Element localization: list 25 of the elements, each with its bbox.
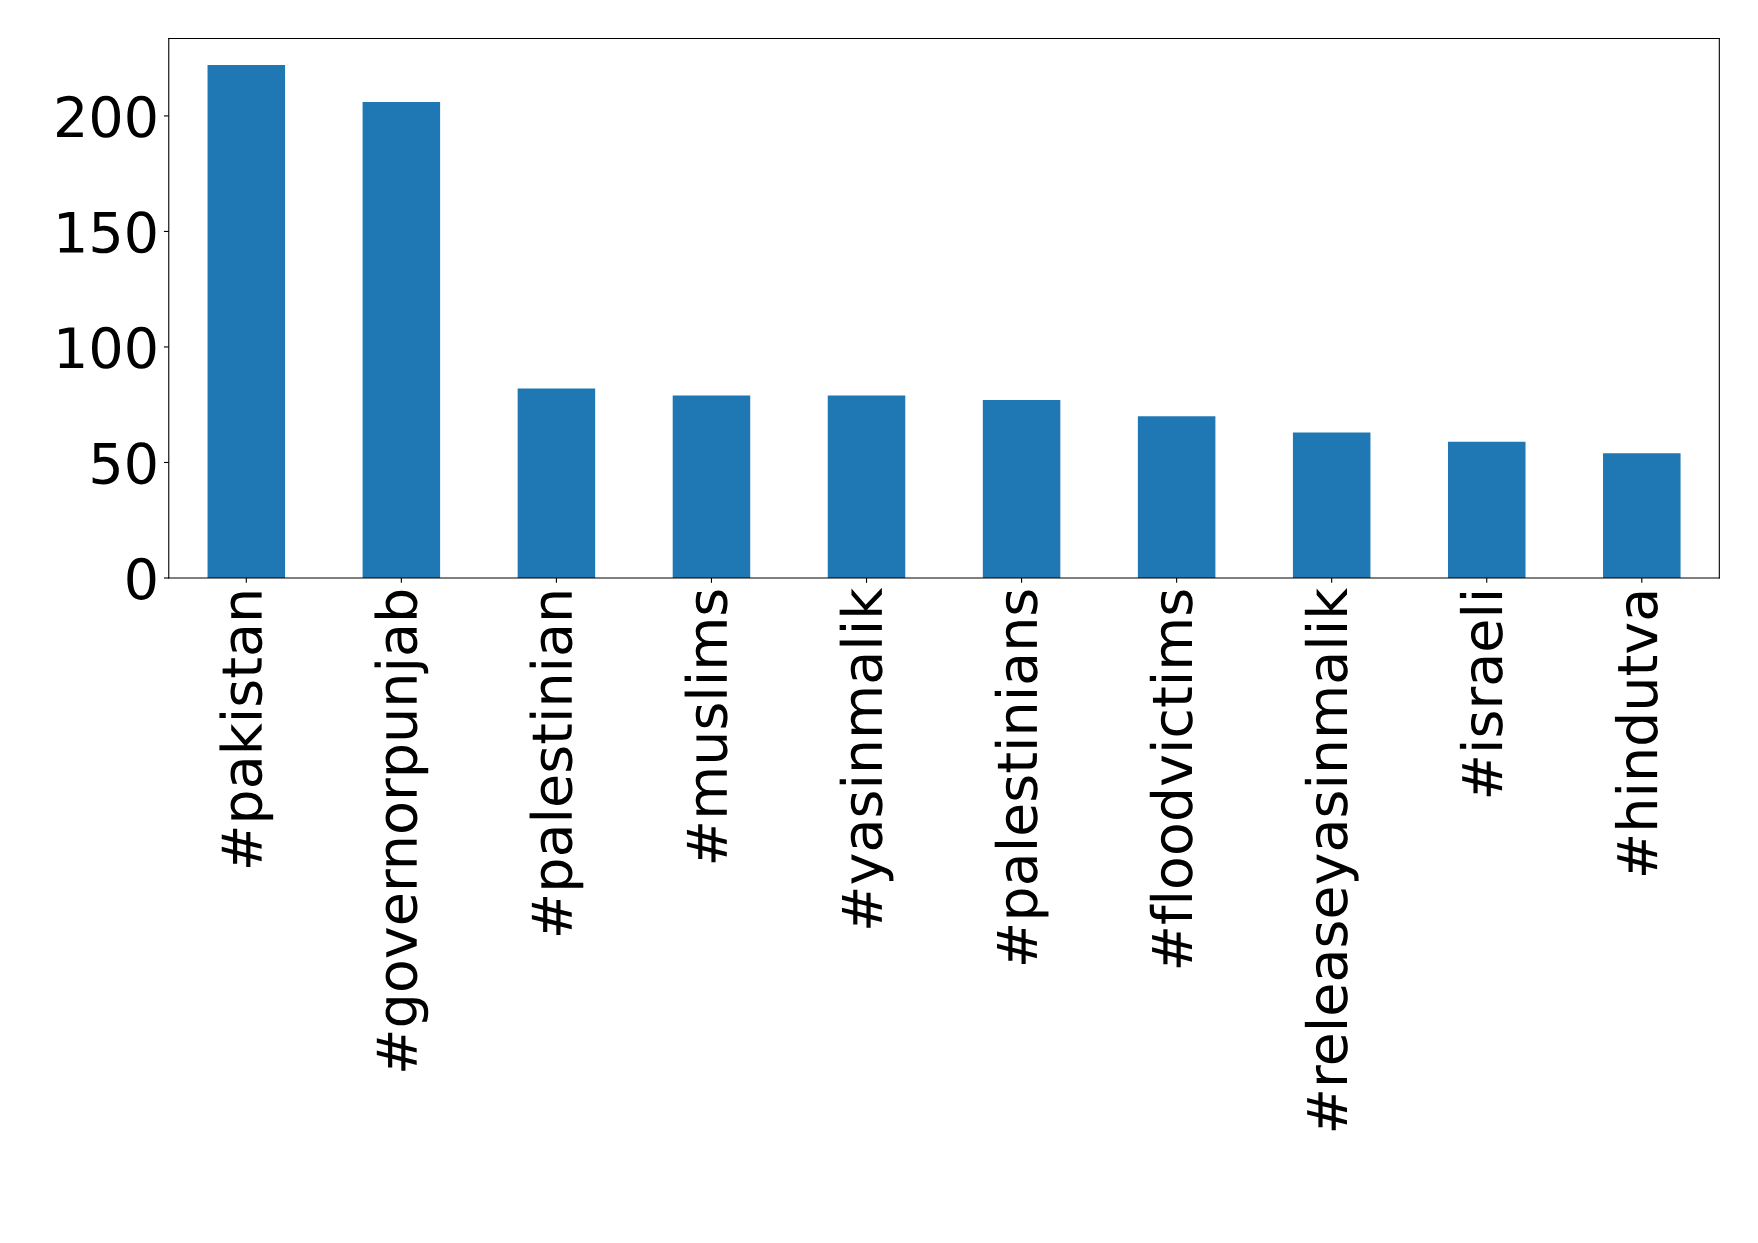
- x-tick-label: #israeli: [1459, 592, 1503, 797]
- y-tick-label: 150: [59, 211, 156, 254]
- bar: [1137, 416, 1216, 578]
- bar: [1292, 432, 1371, 578]
- bar: [672, 395, 751, 578]
- bar: [1447, 441, 1526, 578]
- x-tick-label: #floodvictims: [1149, 590, 1193, 968]
- bar: [517, 388, 596, 578]
- bar: [827, 395, 906, 578]
- x-tick-label: #hindutva: [1614, 592, 1658, 876]
- x-tick-label: #palestinian: [529, 592, 584, 935]
- x-tick-label: #pakistan: [219, 592, 274, 867]
- y-tick-label: 200: [57, 95, 156, 138]
- x-tick-label: #yasinmalik: [839, 587, 894, 928]
- x-tick-label: #muslims: [684, 590, 728, 863]
- bar: [1603, 453, 1681, 578]
- y-tick-label: 0: [127, 557, 156, 600]
- x-tick-label: #palestinians: [994, 590, 1049, 964]
- bar: [207, 65, 286, 578]
- bar: [362, 102, 441, 578]
- x-tick-label: #governorpunjab: [374, 590, 429, 1071]
- x-tick-label: #releaseyasinmalik: [1304, 587, 1359, 1131]
- y-tick-label: 100: [59, 326, 156, 369]
- y-tick-label: 50: [92, 442, 156, 485]
- bar: [982, 400, 1061, 578]
